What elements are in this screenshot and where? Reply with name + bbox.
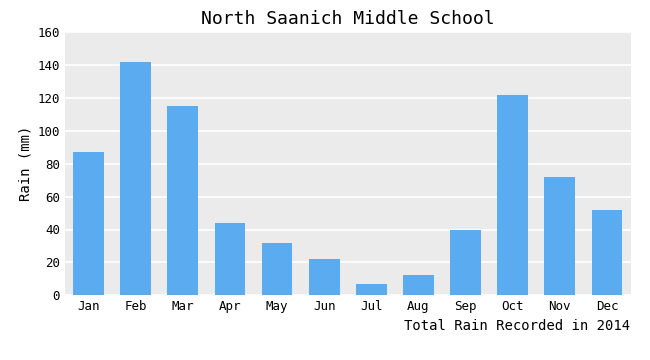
Bar	[497, 95, 528, 295]
Bar	[262, 243, 292, 295]
Bar	[214, 223, 245, 295]
Bar	[120, 62, 151, 295]
Bar	[73, 152, 104, 295]
Bar	[450, 230, 481, 295]
Bar	[168, 106, 198, 295]
Y-axis label: Rain (mm): Rain (mm)	[18, 126, 32, 202]
Bar	[356, 284, 387, 295]
Bar	[309, 259, 339, 295]
X-axis label: Total Rain Recorded in 2014: Total Rain Recorded in 2014	[404, 319, 630, 333]
Bar	[592, 210, 622, 295]
Bar	[545, 177, 575, 295]
Bar	[403, 275, 434, 295]
Title: North Saanich Middle School: North Saanich Middle School	[201, 10, 495, 28]
